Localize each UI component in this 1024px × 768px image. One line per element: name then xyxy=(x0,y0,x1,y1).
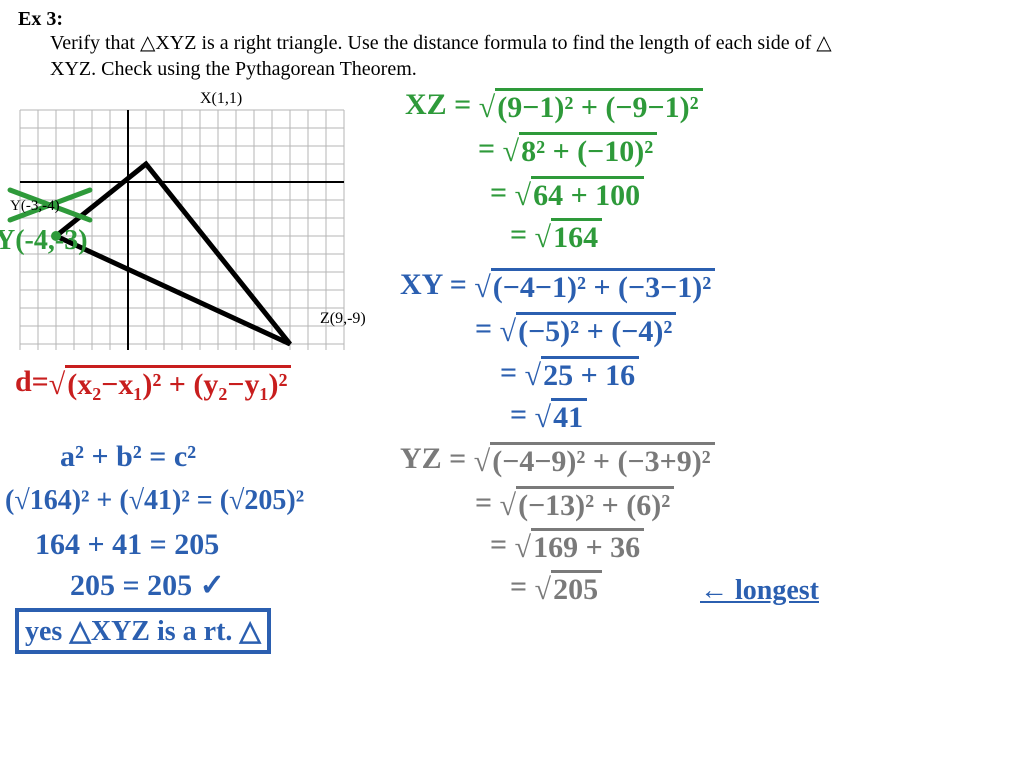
problem-prompt: Verify that △XYZ is a right triangle. Us… xyxy=(50,30,1014,82)
vertex-z-label: Z(9,-9) xyxy=(320,310,366,328)
df-body: (x₂−x₁)² + (y₂−y₁)² xyxy=(65,365,291,401)
xy-body3: 25 + 16 xyxy=(541,356,639,392)
xy-line2: = √(−5)² + (−4)² xyxy=(475,312,676,348)
yz-label: YZ = xyxy=(400,442,466,475)
xy-line1: XY = √(−4−1)² + (−3−1)² xyxy=(400,268,715,304)
conclusion-box: yes △XYZ is a rt. △ xyxy=(15,608,271,654)
xy-line3: = √25 + 16 xyxy=(500,356,639,392)
yz-line3: = √169 + 36 xyxy=(490,528,644,564)
prompt-line-2: XYZ. Check using the Pythagorean Theorem… xyxy=(50,58,417,80)
vertex-x-label: X(1,1) xyxy=(200,90,242,108)
yz-line1: YZ = √(−4−9)² + (−3+9)² xyxy=(400,442,715,478)
xz-body2: 8² + (−10)² xyxy=(519,132,657,168)
coordinate-grid: X(1,1) Y(-3,-4) Z(9,-9) Y(-4,-3) xyxy=(0,90,380,350)
xz-body3: 64 + 100 xyxy=(531,176,644,212)
example-number: Ex 3: xyxy=(18,8,63,31)
xy-line4: = √41 xyxy=(510,398,587,434)
vertex-y-label-corrected: Y(-4,-3) xyxy=(0,225,88,257)
xy-body4: 41 xyxy=(551,398,587,434)
distance-formula: d=√(x₂−x₁)² + (y₂−y₁)² xyxy=(15,365,291,401)
yz-body4: 205 xyxy=(551,570,602,606)
xz-line3: = √64 + 100 xyxy=(490,176,644,212)
yz-line2: = √(−13)² + (6)² xyxy=(475,486,674,522)
pyth-line3: 164 + 41 = 205 xyxy=(35,528,219,562)
xz-line4: = √164 xyxy=(510,218,602,254)
yz-body1: (−4−9)² + (−3+9)² xyxy=(490,442,714,478)
xy-body1: (−4−1)² + (−3−1)² xyxy=(491,268,715,304)
yz-body2: (−13)² + (6)² xyxy=(516,486,674,522)
xz-body1: (9−1)² + (−9−1)² xyxy=(495,88,702,124)
yz-line4: = √205 xyxy=(510,570,602,606)
df-label: d= xyxy=(15,365,49,398)
xz-line2: = √8² + (−10)² xyxy=(478,132,657,168)
yz-body3: 169 + 36 xyxy=(531,528,644,564)
pyth-line4: 205 = 205 ✓ xyxy=(70,568,225,603)
xy-body2: (−5)² + (−4)² xyxy=(516,312,676,348)
yz-longest-note: ← longest xyxy=(700,575,819,607)
xy-label: XY = xyxy=(400,268,467,301)
prompt-line-1: Verify that △XYZ is a right triangle. Us… xyxy=(50,32,832,54)
xz-body4: 164 xyxy=(551,218,602,254)
pyth-line2: (√164)² + (√41)² = (√205)² xyxy=(5,485,304,517)
vertex-y-label-struck: Y(-3,-4) xyxy=(10,198,60,215)
xz-label: XZ = xyxy=(405,88,471,121)
xz-line1: XZ = √(9−1)² + (−9−1)² xyxy=(405,88,703,124)
pyth-line1: a² + b² = c² xyxy=(60,440,196,474)
pyth-conclusion: yes △XYZ is a rt. △ xyxy=(15,608,271,654)
